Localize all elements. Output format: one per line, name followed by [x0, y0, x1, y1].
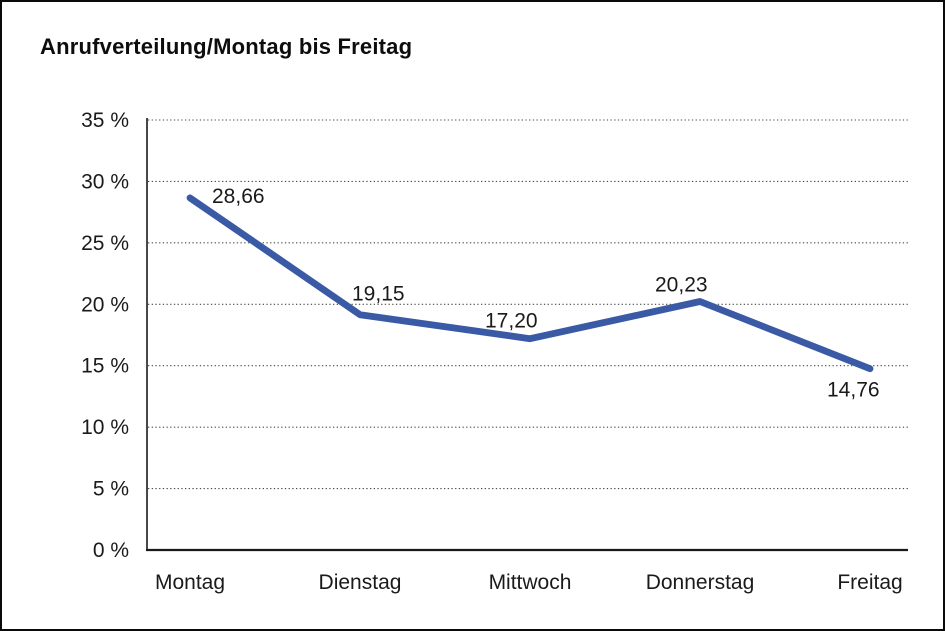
y-tick-label: 25 % — [81, 232, 129, 255]
axes — [146, 118, 908, 552]
y-tick-label: 10 % — [81, 416, 129, 439]
x-category-label: Freitag — [837, 571, 902, 594]
gridlines — [148, 119, 908, 490]
x-category-label: Donnerstag — [646, 571, 755, 594]
data-value-label: 14,76 — [827, 379, 880, 402]
data-value-label: 20,23 — [655, 273, 708, 296]
x-axis-category-labels: Montag Dienstag Mittwoch Donnerstag Freitag — [155, 571, 903, 594]
y-tick-label: 5 % — [93, 478, 129, 501]
data-value-label: 17,20 — [485, 310, 538, 333]
y-tick-label: 15 % — [81, 355, 129, 378]
data-value-label: 19,15 — [352, 283, 405, 306]
chart-title: Anrufverteilung/Montag bis Freitag — [40, 34, 413, 59]
x-category-label: Mittwoch — [489, 571, 572, 594]
data-value-label: 28,66 — [212, 185, 265, 208]
y-tick-label: 35 % — [81, 109, 129, 132]
y-tick-label: 30 % — [81, 170, 129, 193]
y-tick-label: 0 % — [93, 539, 129, 562]
x-category-label: Montag — [155, 571, 225, 594]
y-tick-label: 20 % — [81, 293, 129, 316]
data-value-labels: 28,66 19,15 17,20 20,23 14,76 — [212, 185, 880, 402]
data-series-line — [186, 194, 874, 373]
x-category-label: Dienstag — [319, 571, 402, 594]
y-axis-tick-labels: 0 % 5 % 10 % 15 % 20 % 25 % 30 % 35 % — [81, 109, 129, 562]
